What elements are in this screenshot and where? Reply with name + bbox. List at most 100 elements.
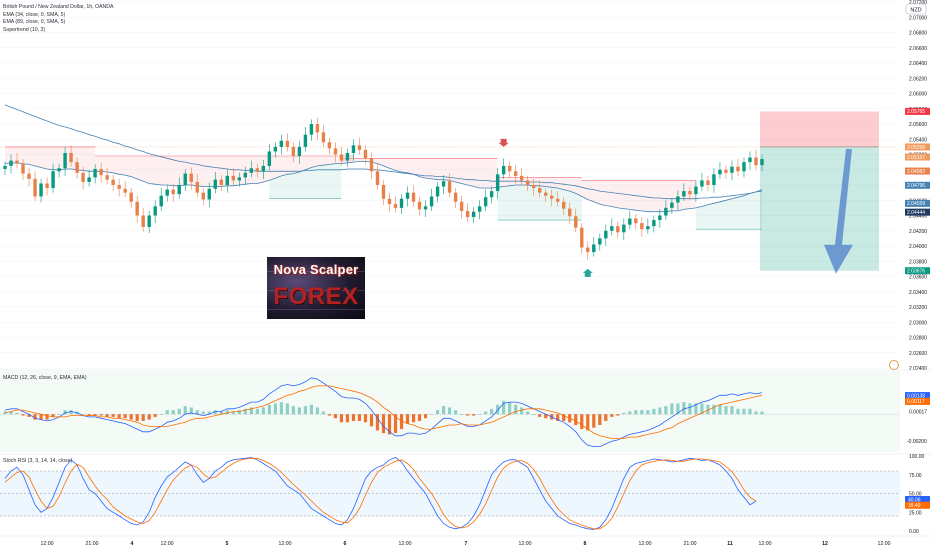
time-axis[interactable]: 12:00 21:00 4 12:00 5 12:00 6 12:00 7 12:00 8 12:00… (0, 535, 932, 547)
candle-down (634, 218, 638, 224)
position-tool[interactable] (0, 111, 900, 274)
chart-title[interactable]: British Pound / New Zealand Dollar, 1h, … (3, 4, 114, 10)
down-arrow-drawing (824, 148, 853, 274)
candle-up (670, 202, 674, 208)
macd-histogram-bar (706, 404, 710, 415)
candle-up (267, 151, 272, 166)
candle-up (3, 165, 7, 169)
price-axis[interactable]: 2.07200 2.07000 2.06800 2.06600 2.06400 2.062… (905, 0, 930, 372)
time-tick-label: 5 (226, 541, 229, 547)
macd-tick-label: 0.00017 (909, 410, 927, 416)
candle-up (760, 159, 764, 166)
ema89-line (4, 104, 763, 200)
macd-histogram-bar (496, 404, 500, 415)
supertrend-fill (95, 156, 354, 187)
macd-histogram-bar (742, 408, 746, 415)
take-profit-zone (760, 146, 879, 271)
macd-histogram-bar (219, 411, 223, 415)
time-tick-label: 6 (344, 541, 347, 547)
candle-down (357, 145, 362, 150)
candle-down (117, 185, 121, 189)
candle-down (544, 192, 548, 196)
ema34-line (4, 161, 763, 213)
macd-histogram-bar (147, 414, 151, 420)
candle-down (99, 168, 103, 176)
price-tick-label: 2.03800 (909, 259, 927, 265)
macd-histogram-bar (339, 414, 344, 423)
supertrend-fill (5, 146, 96, 172)
candle-up (165, 189, 169, 196)
supertrend-legend[interactable]: Supertrend (10, 3) (3, 26, 46, 33)
price-tick-label: 2.06800 (909, 31, 927, 37)
candle-up (63, 152, 67, 169)
macd-histogram-bar (129, 414, 133, 420)
time-tick-label: 12:00 (161, 541, 174, 547)
supertrend-fill (341, 158, 498, 188)
time-tick-label: 12:00 (279, 541, 292, 547)
macd-histogram-bar (670, 403, 674, 415)
candle-up (159, 195, 163, 207)
price-tick-label: 2.06400 (909, 61, 927, 67)
price-label: 2.04444 (907, 210, 925, 216)
candle-down (387, 198, 392, 205)
candle-up (441, 181, 446, 187)
macd-histogram-bar (249, 407, 253, 415)
ema89-legend[interactable]: EMA (89, close, 0, SMA, 5) (3, 19, 66, 26)
candle-up (279, 140, 284, 147)
macd-histogram-bar (135, 414, 139, 421)
rsi-legend-text[interactable]: Stoch RSI (3, 3, 14, 14, close) (3, 458, 73, 464)
candle-up (207, 188, 211, 200)
candle-down (580, 227, 584, 248)
macd-histogram-bar (21, 414, 25, 416)
macd-histogram-bar (640, 410, 644, 415)
rsi-value-label-bg (905, 496, 930, 503)
macd-histogram-bar (261, 407, 265, 415)
candle-up (93, 168, 97, 178)
macd-histogram-bar (478, 414, 482, 415)
macd-histogram-bar (141, 414, 145, 421)
price-tick-label: 2.04200 (909, 229, 927, 235)
macd-histogram-bar (279, 402, 283, 415)
candle-up (429, 196, 434, 207)
candle-down (339, 154, 344, 161)
macd-histogram-bar (153, 414, 157, 417)
candle-up (183, 173, 187, 185)
candle-down (616, 226, 620, 233)
candle-down (333, 148, 338, 155)
currency-badge[interactable]: NZD (905, 3, 927, 15)
price-label: 2.05299 (907, 145, 925, 151)
candle-up (225, 175, 229, 185)
macd-histogram-bar (688, 403, 692, 415)
ema34-legend[interactable]: EMA (34, close, 0, SMA, 5) (3, 11, 66, 18)
price-tick-label: 2.06000 (909, 92, 927, 98)
macd-histogram-bar (33, 414, 37, 420)
macd-histogram-bar (712, 404, 716, 415)
macd-histogram-bar (700, 403, 704, 415)
macd-histogram-bar (634, 410, 638, 415)
macd-histogram-bar (213, 410, 217, 415)
settings-icon[interactable] (889, 360, 899, 370)
candle-down (369, 158, 374, 172)
candle-up (177, 185, 181, 195)
ema-layer (4, 104, 763, 213)
price-label: 2.05167 (907, 155, 925, 161)
signals-layer (498, 138, 593, 277)
candle-down (447, 181, 452, 193)
candle-up (501, 165, 506, 175)
macd-histogram-bar (9, 411, 13, 415)
macd-histogram-bar (51, 414, 55, 417)
candle-up (682, 191, 686, 197)
rsi-value-label: 39.49 (908, 503, 921, 509)
time-tick-label: 8 (584, 541, 587, 547)
macd-histogram-bar (760, 411, 764, 415)
candle-up (309, 124, 314, 135)
candle-down (105, 175, 109, 180)
macd-histogram-bar (724, 406, 728, 415)
macd-legend-text[interactable]: MACD (12, 26, close, 9, EMA, EMA) (3, 375, 87, 381)
candle-down (75, 162, 79, 173)
macd-histogram-bar (526, 411, 530, 415)
macd-histogram-bar (273, 403, 277, 415)
time-tick-label: 12:00 (399, 541, 412, 547)
macd-histogram-bar (544, 414, 548, 419)
